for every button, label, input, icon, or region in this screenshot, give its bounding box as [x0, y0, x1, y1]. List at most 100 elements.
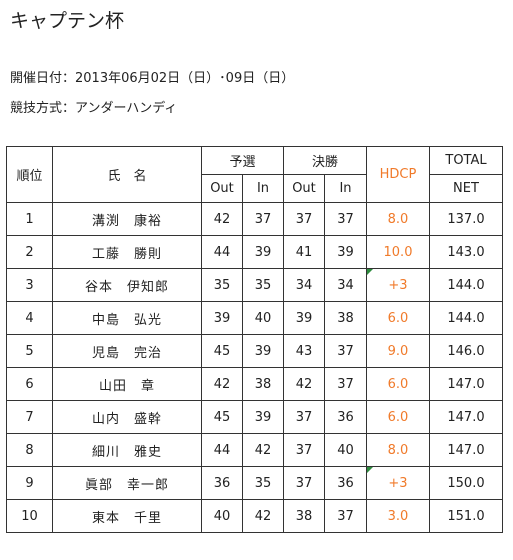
final-in-cell: 37 [324, 202, 367, 236]
final-out-cell: 39 [283, 301, 325, 335]
prelim-out-cell: 42 [201, 367, 243, 401]
rank-cell: 6 [6, 367, 53, 401]
header-final-out: Out [283, 174, 325, 203]
final-in-cell: 39 [324, 235, 367, 269]
name-cell: 中島 弘光 [52, 301, 202, 335]
net-cell: 144.0 [429, 301, 503, 335]
net-cell: 150.0 [429, 466, 503, 500]
hdcp-cell: 3.0 [366, 499, 430, 533]
hdcp-cell: 9.0 [366, 334, 430, 368]
name-cell: 山内 盛幹 [52, 400, 202, 434]
table-row: 1 溝渕 康裕 42 37 37 37 8.0 137.0 [6, 202, 503, 236]
results-table: 順位 氏 名 予選 決勝 HDCP TOTAL Out In Out In NE… [6, 146, 503, 533]
header-rank: 順位 [6, 146, 53, 203]
prelim-in-cell: 38 [242, 367, 284, 401]
net-cell: 151.0 [429, 499, 503, 533]
header-final-in: In [324, 174, 367, 203]
final-out-cell: 42 [283, 367, 325, 401]
comment-indicator-icon [367, 467, 373, 473]
table-row: 6 山田 章 42 38 42 37 6.0 147.0 [6, 367, 503, 401]
net-cell: 147.0 [429, 400, 503, 434]
final-out-cell: 37 [283, 400, 325, 434]
hdcp-cell: 6.0 [366, 301, 430, 335]
table-row: 8 細川 雅史 44 42 37 40 8.0 147.0 [6, 433, 503, 467]
header-hdcp: HDCP [366, 146, 430, 203]
final-out-cell: 37 [283, 433, 325, 467]
table-row: 3 谷本 伊知郎 35 35 34 34 +3 144.0 [6, 268, 503, 302]
header-row-bottom: Out In Out In NET [7, 174, 503, 203]
final-in-cell: 36 [324, 400, 367, 434]
final-in-cell: 36 [324, 466, 367, 500]
results-body: 1 溝渕 康裕 42 37 37 37 8.0 137.0 2 工藤 勝則 44 39 41 39 10.0… [6, 202, 503, 533]
net-cell: 144.0 [429, 268, 503, 302]
rank-cell: 1 [6, 202, 53, 236]
name-cell: 山田 章 [52, 367, 202, 401]
rank-cell: 5 [6, 334, 53, 368]
prelim-out-cell: 45 [201, 400, 243, 434]
rank-cell: 3 [6, 268, 53, 302]
header-prelim-in: In [242, 174, 284, 203]
prelim-out-cell: 39 [201, 301, 243, 335]
prelim-in-cell: 42 [242, 433, 284, 467]
table-row: 4 中島 弘光 39 40 39 38 6.0 144.0 [6, 301, 503, 335]
name-cell: 細川 雅史 [52, 433, 202, 467]
table-row: 9 眞部 幸一郎 36 35 37 36 +3 150.0 [6, 466, 503, 500]
final-in-cell: 34 [324, 268, 367, 302]
header-row-top: 順位 氏 名 予選 決勝 HDCP TOTAL [6, 146, 503, 203]
hdcp-cell: 6.0 [366, 400, 430, 434]
final-out-cell: 38 [283, 499, 325, 533]
prelim-in-cell: 42 [242, 499, 284, 533]
name-cell: 溝渕 康裕 [52, 202, 202, 236]
prelim-out-cell: 36 [201, 466, 243, 500]
header-prelim: 予選 [201, 146, 284, 175]
prelim-in-cell: 37 [242, 202, 284, 236]
table-row: 2 工藤 勝則 44 39 41 39 10.0 143.0 [6, 235, 503, 269]
prelim-out-cell: 42 [201, 202, 243, 236]
rank-cell: 4 [6, 301, 53, 335]
rank-cell: 8 [6, 433, 53, 467]
prelim-in-cell: 35 [242, 268, 284, 302]
net-cell: 143.0 [429, 235, 503, 269]
table-row: 10 東本 千里 40 42 38 37 3.0 151.0 [6, 499, 503, 533]
prelim-in-cell: 35 [242, 466, 284, 500]
comment-indicator-icon [367, 269, 373, 275]
prelim-in-cell: 39 [242, 400, 284, 434]
final-out-cell: 43 [283, 334, 325, 368]
final-in-cell: 40 [324, 433, 367, 467]
final-in-cell: 38 [324, 301, 367, 335]
rank-cell: 7 [6, 400, 53, 434]
name-cell: 東本 千里 [52, 499, 202, 533]
prelim-in-cell: 39 [242, 334, 284, 368]
final-out-cell: 37 [283, 202, 325, 236]
prelim-in-cell: 39 [242, 235, 284, 269]
net-cell: 147.0 [429, 433, 503, 467]
hdcp-cell: 10.0 [366, 235, 430, 269]
header-final: 決勝 [283, 146, 367, 175]
prelim-out-cell: 35 [201, 268, 243, 302]
event-date: 開催日付：2013年06月02日（日）･09日（日） [10, 71, 295, 86]
final-in-cell: 37 [324, 367, 367, 401]
rank-cell: 10 [6, 499, 53, 533]
hdcp-cell: +3 [366, 268, 430, 302]
name-cell: 谷本 伊知郎 [52, 268, 202, 302]
header-prelim-out: Out [201, 174, 243, 203]
net-cell: 147.0 [429, 367, 503, 401]
name-cell: 眞部 幸一郎 [52, 466, 202, 500]
final-in-cell: 37 [324, 499, 367, 533]
prelim-out-cell: 44 [201, 235, 243, 269]
hdcp-cell: 8.0 [366, 202, 430, 236]
final-in-cell: 37 [324, 334, 367, 368]
final-out-cell: 37 [283, 466, 325, 500]
prelim-out-cell: 40 [201, 499, 243, 533]
final-out-cell: 41 [283, 235, 325, 269]
table-row: 5 児島 完治 45 39 43 37 9.0 146.0 [6, 334, 503, 368]
rank-cell: 2 [6, 235, 53, 269]
name-cell: 児島 完治 [52, 334, 202, 368]
hdcp-cell: 8.0 [366, 433, 430, 467]
page-title: キャプテン杯 [10, 10, 125, 32]
header-total: TOTAL [429, 146, 503, 175]
final-out-cell: 34 [283, 268, 325, 302]
header-name: 氏 名 [52, 146, 202, 203]
header-net: NET [429, 174, 503, 203]
prelim-out-cell: 45 [201, 334, 243, 368]
